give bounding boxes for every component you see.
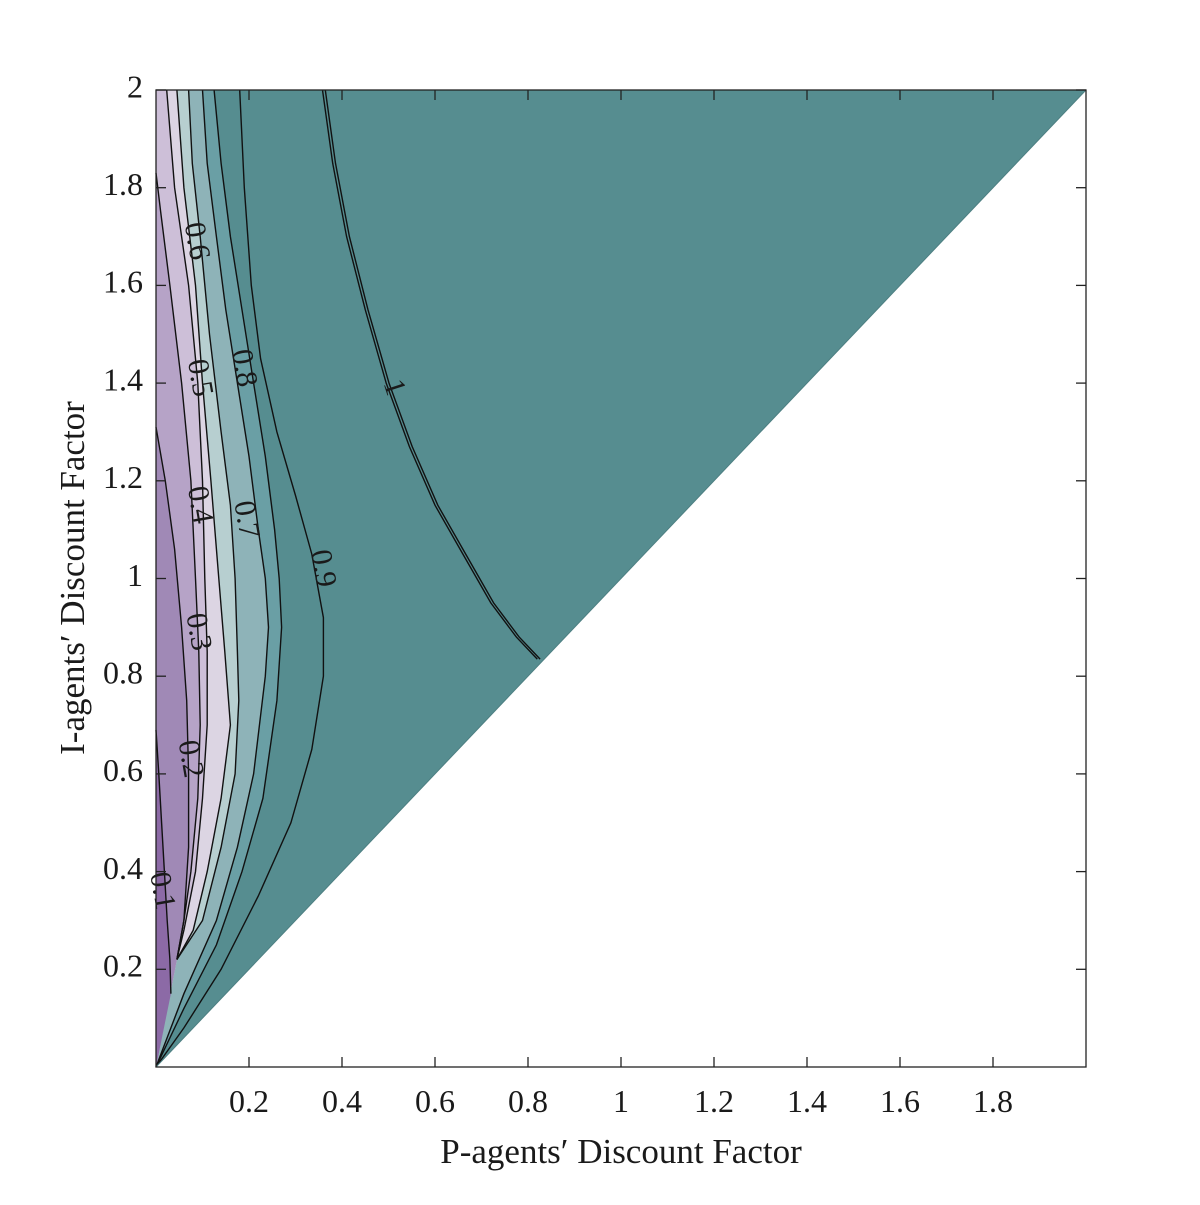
contour-line xyxy=(155,89,270,1068)
y-tick-label: 1.2 xyxy=(103,459,143,495)
y-tick-label: 1.4 xyxy=(103,361,143,397)
contour-label-layer: 0.10.20.30.40.50.60.70.80.91 xyxy=(143,220,412,912)
contour-region-fill xyxy=(156,729,171,1067)
x-tick-label: 0.2 xyxy=(229,1083,269,1119)
x-axis-label: P-agents′ Discount Factor xyxy=(440,1132,802,1171)
contour-line xyxy=(155,426,190,960)
x-tick-label: 0.6 xyxy=(415,1083,455,1119)
y-tick-label: 0.2 xyxy=(103,948,143,984)
contour-line xyxy=(155,172,201,960)
y-tick-label: 1 xyxy=(127,557,143,593)
contour-line xyxy=(324,89,541,660)
contour-level-label: 0.8 xyxy=(225,347,264,390)
x-tick-label: 1.4 xyxy=(787,1083,827,1119)
y-tick-label: 0.6 xyxy=(103,752,143,788)
contour-level-label: 0.7 xyxy=(227,498,266,541)
x-tick-label: 1.8 xyxy=(973,1083,1013,1119)
x-tick-label: 1 xyxy=(613,1083,629,1119)
contour-level-label: 0.9 xyxy=(304,547,343,590)
contour-level-label: 0.6 xyxy=(178,220,217,263)
y-tick-label: 0.8 xyxy=(103,655,143,691)
contour-line xyxy=(166,89,208,960)
axes-layer: 0.2 0.4 0.6 0.8 1 1.2 1.4 1.6 1.8 0.2 0.4 0.6 0.8 1 1.… xyxy=(103,68,1087,1119)
contour-level-label: 0.1 xyxy=(143,869,182,912)
diagonal-boundary xyxy=(155,89,1087,1068)
y-tick-label: 1.8 xyxy=(103,166,143,202)
contour-line xyxy=(155,89,283,1068)
x-tick-label: 1.6 xyxy=(880,1083,920,1119)
contour-level-label: 0.3 xyxy=(180,610,219,653)
x-tick-label: 1.2 xyxy=(694,1083,734,1119)
x-tick-label: 0.4 xyxy=(322,1083,362,1119)
y-tick-label: 1.6 xyxy=(103,264,143,300)
contour-level-label: 0.5 xyxy=(181,356,220,399)
contour-line xyxy=(176,89,232,960)
contour-level-label: 0.4 xyxy=(181,483,220,526)
contour-line xyxy=(155,89,325,1068)
contour-line xyxy=(176,89,240,960)
x-tick-label: 0.8 xyxy=(508,1083,548,1119)
contour-level-label: 0.2 xyxy=(172,737,211,780)
y-tick-label: 2 xyxy=(127,68,143,104)
contour-line xyxy=(321,89,538,660)
y-tick-label: 0.4 xyxy=(103,850,143,886)
y-axis-label: I-agents′ Discount Factor xyxy=(53,401,92,755)
